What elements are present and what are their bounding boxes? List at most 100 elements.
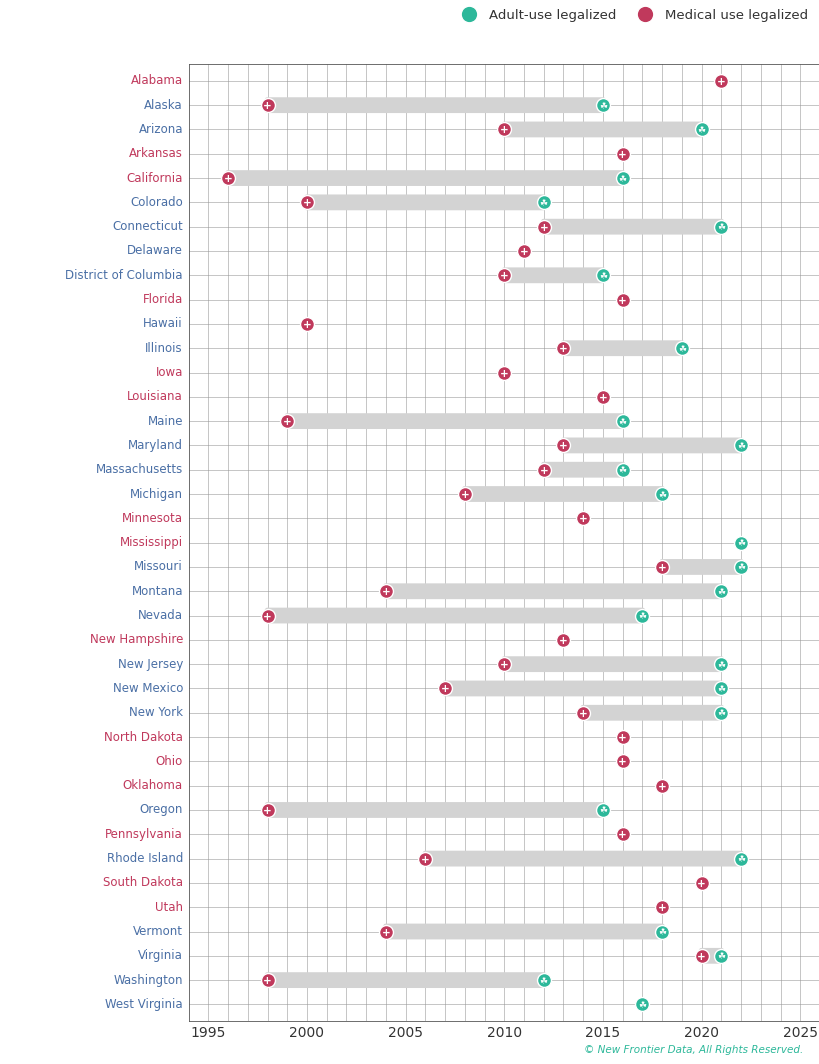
Text: New Mexico: New Mexico — [112, 682, 183, 695]
Text: +: + — [263, 807, 272, 816]
Text: +: + — [381, 587, 390, 597]
Text: ☘: ☘ — [717, 587, 725, 597]
FancyBboxPatch shape — [500, 656, 723, 672]
Point — [260, 971, 274, 988]
Text: South Dakota: South Dakota — [103, 877, 183, 890]
Text: +: + — [500, 368, 508, 379]
Text: ☘: ☘ — [736, 442, 744, 451]
FancyBboxPatch shape — [580, 704, 723, 720]
Text: ☘: ☘ — [677, 345, 686, 353]
Text: +: + — [618, 296, 627, 305]
Text: New Hampshire: New Hampshire — [89, 633, 183, 646]
Text: Illinois: Illinois — [145, 342, 183, 354]
Text: +: + — [500, 126, 508, 135]
Text: +: + — [598, 393, 607, 403]
Text: Ohio: Ohio — [156, 754, 183, 768]
Point — [458, 485, 471, 502]
Point — [695, 947, 708, 964]
FancyBboxPatch shape — [541, 462, 625, 478]
Text: Nevada: Nevada — [138, 609, 183, 622]
Point — [655, 922, 668, 940]
Text: ☘: ☘ — [697, 126, 705, 135]
Text: +: + — [460, 491, 468, 500]
Text: +: + — [302, 198, 311, 209]
Text: New York: New York — [129, 706, 183, 719]
Text: Vermont: Vermont — [133, 925, 183, 938]
Point — [734, 437, 747, 454]
Text: +: + — [559, 442, 568, 451]
Text: Oklahoma: Oklahoma — [123, 779, 183, 793]
Point — [615, 146, 628, 163]
Point — [221, 169, 234, 186]
Point — [714, 218, 727, 235]
Point — [379, 922, 392, 940]
Text: ☘: ☘ — [717, 223, 725, 232]
Point — [615, 461, 628, 478]
Point — [714, 583, 727, 600]
Text: +: + — [302, 320, 311, 330]
Text: +: + — [618, 830, 627, 841]
Text: ☘: ☘ — [598, 102, 606, 111]
Text: +: + — [519, 247, 527, 257]
Point — [556, 437, 569, 454]
Point — [615, 826, 628, 843]
Point — [497, 267, 510, 284]
Text: Louisiana: Louisiana — [127, 390, 183, 403]
Point — [714, 947, 727, 964]
Point — [615, 729, 628, 746]
Text: ☘: ☘ — [598, 271, 606, 281]
Point — [714, 704, 727, 721]
Point — [615, 753, 628, 770]
Text: Missouri: Missouri — [134, 561, 183, 573]
Point — [714, 72, 727, 89]
Text: Alaska: Alaska — [144, 99, 183, 112]
Point — [655, 559, 668, 576]
FancyBboxPatch shape — [658, 559, 743, 575]
Text: +: + — [224, 174, 232, 184]
Text: ☘: ☘ — [736, 564, 744, 572]
Point — [379, 583, 392, 600]
Text: +: + — [500, 660, 508, 670]
Point — [675, 339, 688, 356]
Point — [576, 704, 589, 721]
Text: Rhode Island: Rhode Island — [106, 852, 183, 865]
Point — [497, 655, 510, 672]
Text: +: + — [657, 903, 666, 913]
Text: +: + — [263, 612, 272, 621]
Text: North Dakota: North Dakota — [104, 731, 183, 744]
Text: Virginia: Virginia — [138, 949, 183, 962]
Text: Maine: Maine — [147, 415, 183, 428]
Text: +: + — [263, 976, 272, 986]
Text: ☘: ☘ — [658, 491, 665, 499]
Text: +: + — [263, 101, 272, 111]
Text: Pennsylvania: Pennsylvania — [105, 828, 183, 841]
Point — [714, 655, 727, 672]
Point — [260, 97, 274, 114]
Point — [734, 559, 747, 576]
Text: +: + — [578, 514, 587, 525]
Text: Montana: Montana — [131, 585, 183, 598]
Point — [497, 121, 510, 138]
Point — [595, 97, 609, 114]
Text: ☘: ☘ — [717, 952, 725, 961]
Point — [695, 121, 708, 138]
FancyBboxPatch shape — [265, 97, 605, 113]
Point — [734, 850, 747, 867]
Text: +: + — [440, 684, 449, 695]
Point — [615, 292, 628, 309]
FancyBboxPatch shape — [284, 413, 625, 429]
FancyBboxPatch shape — [265, 802, 605, 818]
FancyBboxPatch shape — [304, 195, 546, 211]
Text: Minnesota: Minnesota — [122, 512, 183, 525]
Text: New Jersey: New Jersey — [117, 658, 183, 670]
Text: +: + — [618, 150, 627, 160]
FancyBboxPatch shape — [560, 437, 743, 453]
Text: Iowa: Iowa — [156, 366, 183, 379]
FancyBboxPatch shape — [382, 583, 723, 599]
Point — [556, 339, 569, 356]
Point — [536, 194, 550, 211]
Point — [734, 534, 747, 551]
Text: ☘: ☘ — [618, 417, 626, 427]
FancyBboxPatch shape — [441, 681, 723, 696]
Text: +: + — [559, 344, 568, 354]
